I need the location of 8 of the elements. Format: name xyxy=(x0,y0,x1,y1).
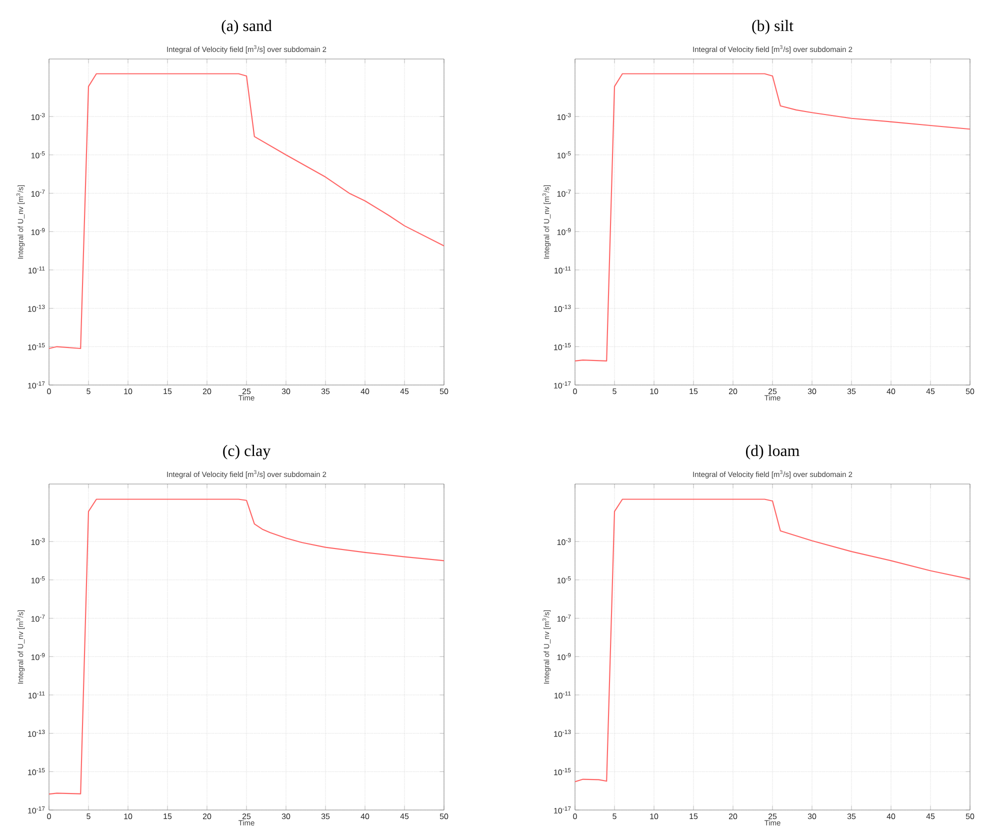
chart-title: (c) clay xyxy=(223,444,271,460)
line-series xyxy=(49,498,444,795)
chart-title: (a) sand xyxy=(222,20,272,34)
line-series xyxy=(49,73,444,350)
chart-title: (b) silt xyxy=(752,20,794,34)
line-series xyxy=(575,498,970,782)
chart-title: (d) loam xyxy=(746,444,800,460)
line-series xyxy=(575,73,970,362)
